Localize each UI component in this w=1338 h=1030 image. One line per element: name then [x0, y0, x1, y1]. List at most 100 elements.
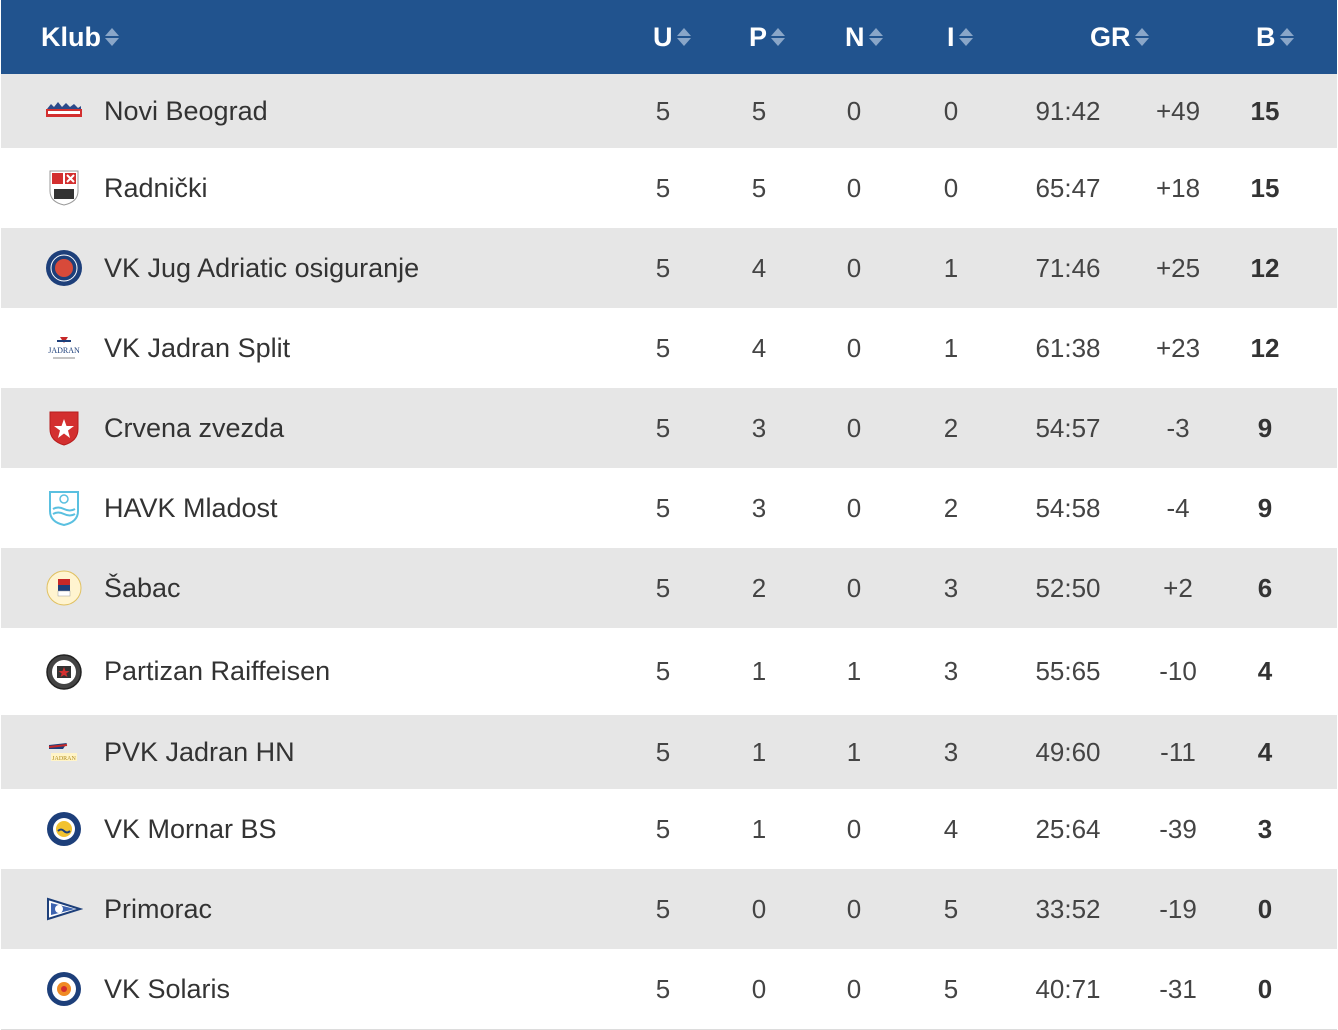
goal-difference-cell: +25 [1155, 252, 1201, 283]
sort-by-drawn-button[interactable]: N [845, 0, 883, 74]
jug-logo-icon [45, 249, 83, 287]
table-row[interactable]: JADRAN VK Jadran Split 5 4 0 1 61:38 +23 12 [1, 308, 1337, 388]
lost-cell: 3 [943, 572, 959, 603]
sort-by-points-button[interactable]: B [1256, 0, 1294, 74]
lost-cell: 1 [943, 332, 959, 363]
points-cell: 9 [1257, 492, 1273, 523]
won-cell: 0 [751, 973, 767, 1004]
table-row[interactable]: VK Solaris 5 0 0 5 40:71 -31 0 [1, 949, 1337, 1029]
won-cell: 4 [751, 252, 767, 283]
table-row[interactable]: VK Mornar BS 5 1 0 4 25:64 -39 3 [1, 789, 1337, 869]
drawn-cell: 1 [846, 656, 862, 686]
table-row[interactable]: VK Jug Adriatic osiguranje 5 4 0 1 71:46 +25 12 [1, 228, 1337, 308]
club-name-link[interactable]: Partizan Raiffeisen [104, 656, 331, 686]
club-name-link[interactable]: VK Mornar BS [104, 813, 277, 844]
mornar-logo-icon [45, 810, 83, 848]
goals-cell: 49:60 [1035, 736, 1101, 767]
sort-icon [958, 26, 973, 48]
solaris-logo-icon [45, 970, 83, 1008]
table-row[interactable]: JADRAN PVK Jadran HN 5 1 1 3 49:60 -11 4 [1, 715, 1337, 789]
drawn-cell: 0 [846, 572, 862, 603]
sort-by-played-button[interactable]: U [653, 0, 691, 74]
table-row[interactable]: Novi Beograd 5 5 0 0 91:42 +49 15 [1, 74, 1337, 148]
club-column-header: Klub [41, 21, 101, 52]
drawn-column-header: N [845, 21, 865, 52]
mladost-logo-icon [45, 489, 83, 527]
jadran-split-logo-icon: JADRAN [45, 329, 83, 367]
sort-by-goals-button[interactable]: GR [1090, 0, 1149, 74]
table-row[interactable]: Crvena zvezda 5 3 0 2 54:57 -3 9 [1, 388, 1337, 468]
played-column-header: U [653, 21, 673, 52]
played-cell: 5 [655, 492, 671, 523]
partizan-logo-icon [45, 653, 83, 691]
lost-cell: 5 [943, 893, 959, 924]
table-row[interactable]: Primorac 5 0 0 5 33:52 -19 0 [1, 869, 1337, 949]
club-name-link[interactable]: Radnički [104, 172, 208, 203]
goal-difference-cell: -39 [1159, 813, 1197, 844]
lost-cell: 5 [943, 973, 959, 1004]
played-cell: 5 [655, 813, 671, 844]
club-name-link[interactable]: Šabac [104, 572, 181, 603]
jadran-hn-logo-icon: JADRAN [45, 733, 83, 771]
sort-by-club-button[interactable]: Klub [41, 0, 119, 74]
sort-icon [1279, 26, 1294, 48]
points-cell: 9 [1257, 412, 1273, 443]
played-cell: 5 [655, 332, 671, 363]
goals-cell: 52:50 [1035, 572, 1101, 603]
won-cell: 5 [751, 172, 767, 203]
points-cell: 15 [1250, 95, 1280, 126]
table-row[interactable]: Radnički 5 5 0 0 65:47 +18 15 [1, 148, 1337, 228]
lost-cell: 3 [943, 656, 959, 686]
lost-cell: 3 [943, 736, 959, 767]
won-cell: 0 [751, 893, 767, 924]
club-name-link[interactable]: VK Solaris [104, 973, 231, 1004]
goal-difference-cell: -11 [1160, 736, 1196, 767]
goal-difference-cell: -4 [1166, 492, 1190, 523]
won-cell: 2 [751, 572, 767, 603]
drawn-cell: 0 [846, 332, 862, 363]
table-row[interactable]: Šabac 5 2 0 3 52:50 +2 6 [1, 548, 1337, 628]
table-row[interactable]: Partizan Raiffeisen 5 1 1 3 55:65 -10 4 [1, 628, 1337, 715]
goal-difference-cell: +49 [1155, 95, 1201, 126]
goal-difference-cell: -3 [1166, 412, 1190, 443]
goals-cell: 65:47 [1035, 172, 1101, 203]
drawn-cell: 0 [846, 813, 862, 844]
club-name-link[interactable]: Novi Beograd [104, 95, 268, 126]
table-body: Novi Beograd 5 5 0 0 91:42 +49 15 Radnički 5 5 0 0 65… [1, 74, 1337, 1029]
svg-text:JADRAN: JADRAN [48, 346, 80, 355]
goal-difference-cell: -31 [1159, 973, 1197, 1004]
won-cell: 5 [751, 95, 767, 126]
goals-cell: 25:64 [1035, 813, 1101, 844]
club-name-link[interactable]: Primorac [104, 893, 213, 924]
club-name-link[interactable]: Crvena zvezda [104, 412, 285, 443]
sort-by-lost-button[interactable]: I [947, 0, 973, 74]
lost-column-header: I [947, 21, 955, 52]
sort-by-won-button[interactable]: P [749, 0, 786, 74]
won-cell: 3 [751, 492, 767, 523]
points-cell: 12 [1250, 252, 1280, 283]
club-name-link[interactable]: VK Jug Adriatic osiguranje [104, 252, 420, 283]
drawn-cell: 0 [846, 172, 862, 203]
club-name-link[interactable]: VK Jadran Split [104, 332, 291, 363]
table-header: Klub U P N I GR B [1, 0, 1337, 74]
points-column-header: B [1256, 21, 1276, 52]
goal-difference-cell: +2 [1163, 572, 1193, 603]
won-cell: 1 [751, 813, 767, 844]
novi-beograd-logo-icon [45, 92, 83, 130]
sort-icon [1134, 26, 1149, 48]
played-cell: 5 [655, 95, 671, 126]
sort-icon [105, 26, 119, 48]
goals-cell: 71:46 [1035, 252, 1101, 283]
club-name-link[interactable]: PVK Jadran HN [104, 736, 295, 767]
club-name-link[interactable]: HAVK Mladost [104, 492, 278, 523]
drawn-cell: 1 [846, 736, 862, 767]
goals-cell: 91:42 [1035, 95, 1101, 126]
won-cell: 3 [751, 412, 767, 443]
lost-cell: 4 [943, 813, 959, 844]
drawn-cell: 0 [846, 252, 862, 283]
drawn-cell: 0 [846, 95, 862, 126]
goal-difference-cell: +23 [1155, 332, 1201, 363]
drawn-cell: 0 [846, 893, 862, 924]
table-row[interactable]: HAVK Mladost 5 3 0 2 54:58 -4 9 [1, 468, 1337, 548]
points-cell: 4 [1257, 736, 1273, 767]
